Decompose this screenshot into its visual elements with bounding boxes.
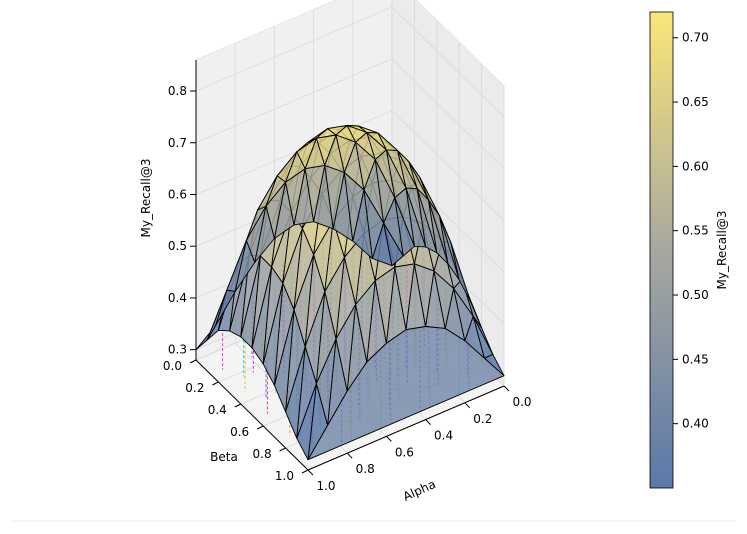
x-tick-mark (425, 419, 431, 425)
colorbar-tick-label: 0.55 (682, 224, 709, 238)
y-tick-label: 0.2 (185, 381, 204, 395)
y-tick-mark (279, 447, 286, 452)
y-tick-label: 0.8 (253, 447, 272, 461)
grid-wall-z (391, 58, 505, 170)
colorbar-tick-label: 0.60 (682, 159, 709, 173)
colorbar-tick-label: 0.65 (682, 95, 709, 109)
z-axis-label: My_Recall@3 (139, 159, 153, 238)
surface-face (215, 289, 236, 327)
z-tick-label: 0.5 (168, 239, 187, 253)
x-tick-label: 0.6 (395, 445, 414, 459)
colorbar-tick-label: 0.50 (682, 288, 709, 302)
grid-wall-z (195, 58, 393, 144)
surface-mesh (195, 124, 505, 461)
x-axis-line (307, 385, 505, 471)
z-tick-label: 0.8 (168, 84, 187, 98)
x-tick-mark (464, 402, 471, 409)
axes: 0.00.20.40.60.81.00.00.20.40.60.81.00.30… (163, 60, 532, 493)
surface-face (254, 205, 275, 263)
z-tick-label: 0.6 (168, 187, 187, 201)
y-tick-label: 0.6 (230, 425, 249, 439)
y-tick-mark (234, 403, 242, 408)
colorbar-label: My_Recall@3 (715, 211, 729, 290)
x-axis-label: Alpha (401, 477, 438, 504)
colorbar-tick-label: 0.70 (682, 31, 709, 45)
x-tick-mark (503, 385, 510, 392)
y-tick-mark (256, 425, 264, 430)
grid-wall-z (195, 6, 393, 92)
grid-wall-z (391, 110, 505, 221)
y-axis-label: Beta (210, 450, 238, 464)
y-tick-mark (189, 359, 197, 364)
x-tick-label: 0.2 (473, 412, 492, 426)
z-tick-label: 0.3 (168, 343, 187, 357)
colorbar: 0.40 0.45 0.50 0.55 0.60 0.65 0.70 My_Recall@3 (649, 11, 729, 489)
grid-wall-z (391, 6, 505, 118)
y-tick-mark (301, 469, 309, 474)
colorbar-tick-label: 0.45 (682, 352, 709, 366)
y-tick-label: 0.4 (208, 403, 227, 417)
colorbar-tick-label: 0.40 (682, 417, 709, 431)
grid-wall-z (195, 110, 393, 195)
y-tick-label: 0.0 (163, 359, 182, 373)
x-tick-label: 0.0 (512, 395, 531, 409)
surface-face (439, 215, 460, 281)
colorbar-gradient (649, 11, 674, 489)
surface-face (383, 222, 404, 267)
y-tick-mark (212, 381, 219, 386)
x-tick-label: 0.4 (434, 429, 453, 443)
x-tick-mark (386, 436, 392, 442)
y-axis-line (195, 359, 309, 471)
x-tick-mark (346, 452, 353, 459)
x-tick-label: 1.0 (316, 479, 335, 493)
x-tick-mark (307, 469, 314, 476)
surface-edge-beta1 (307, 326, 505, 461)
colorbar-ticks: 0.40 0.45 0.50 0.55 0.60 0.65 0.70 (673, 31, 709, 431)
x-tick-label: 0.8 (356, 462, 375, 476)
z-tick-label: 0.4 (168, 291, 187, 305)
y-tick-label: 1.0 (275, 469, 294, 483)
z-tick-label: 0.7 (168, 136, 187, 150)
